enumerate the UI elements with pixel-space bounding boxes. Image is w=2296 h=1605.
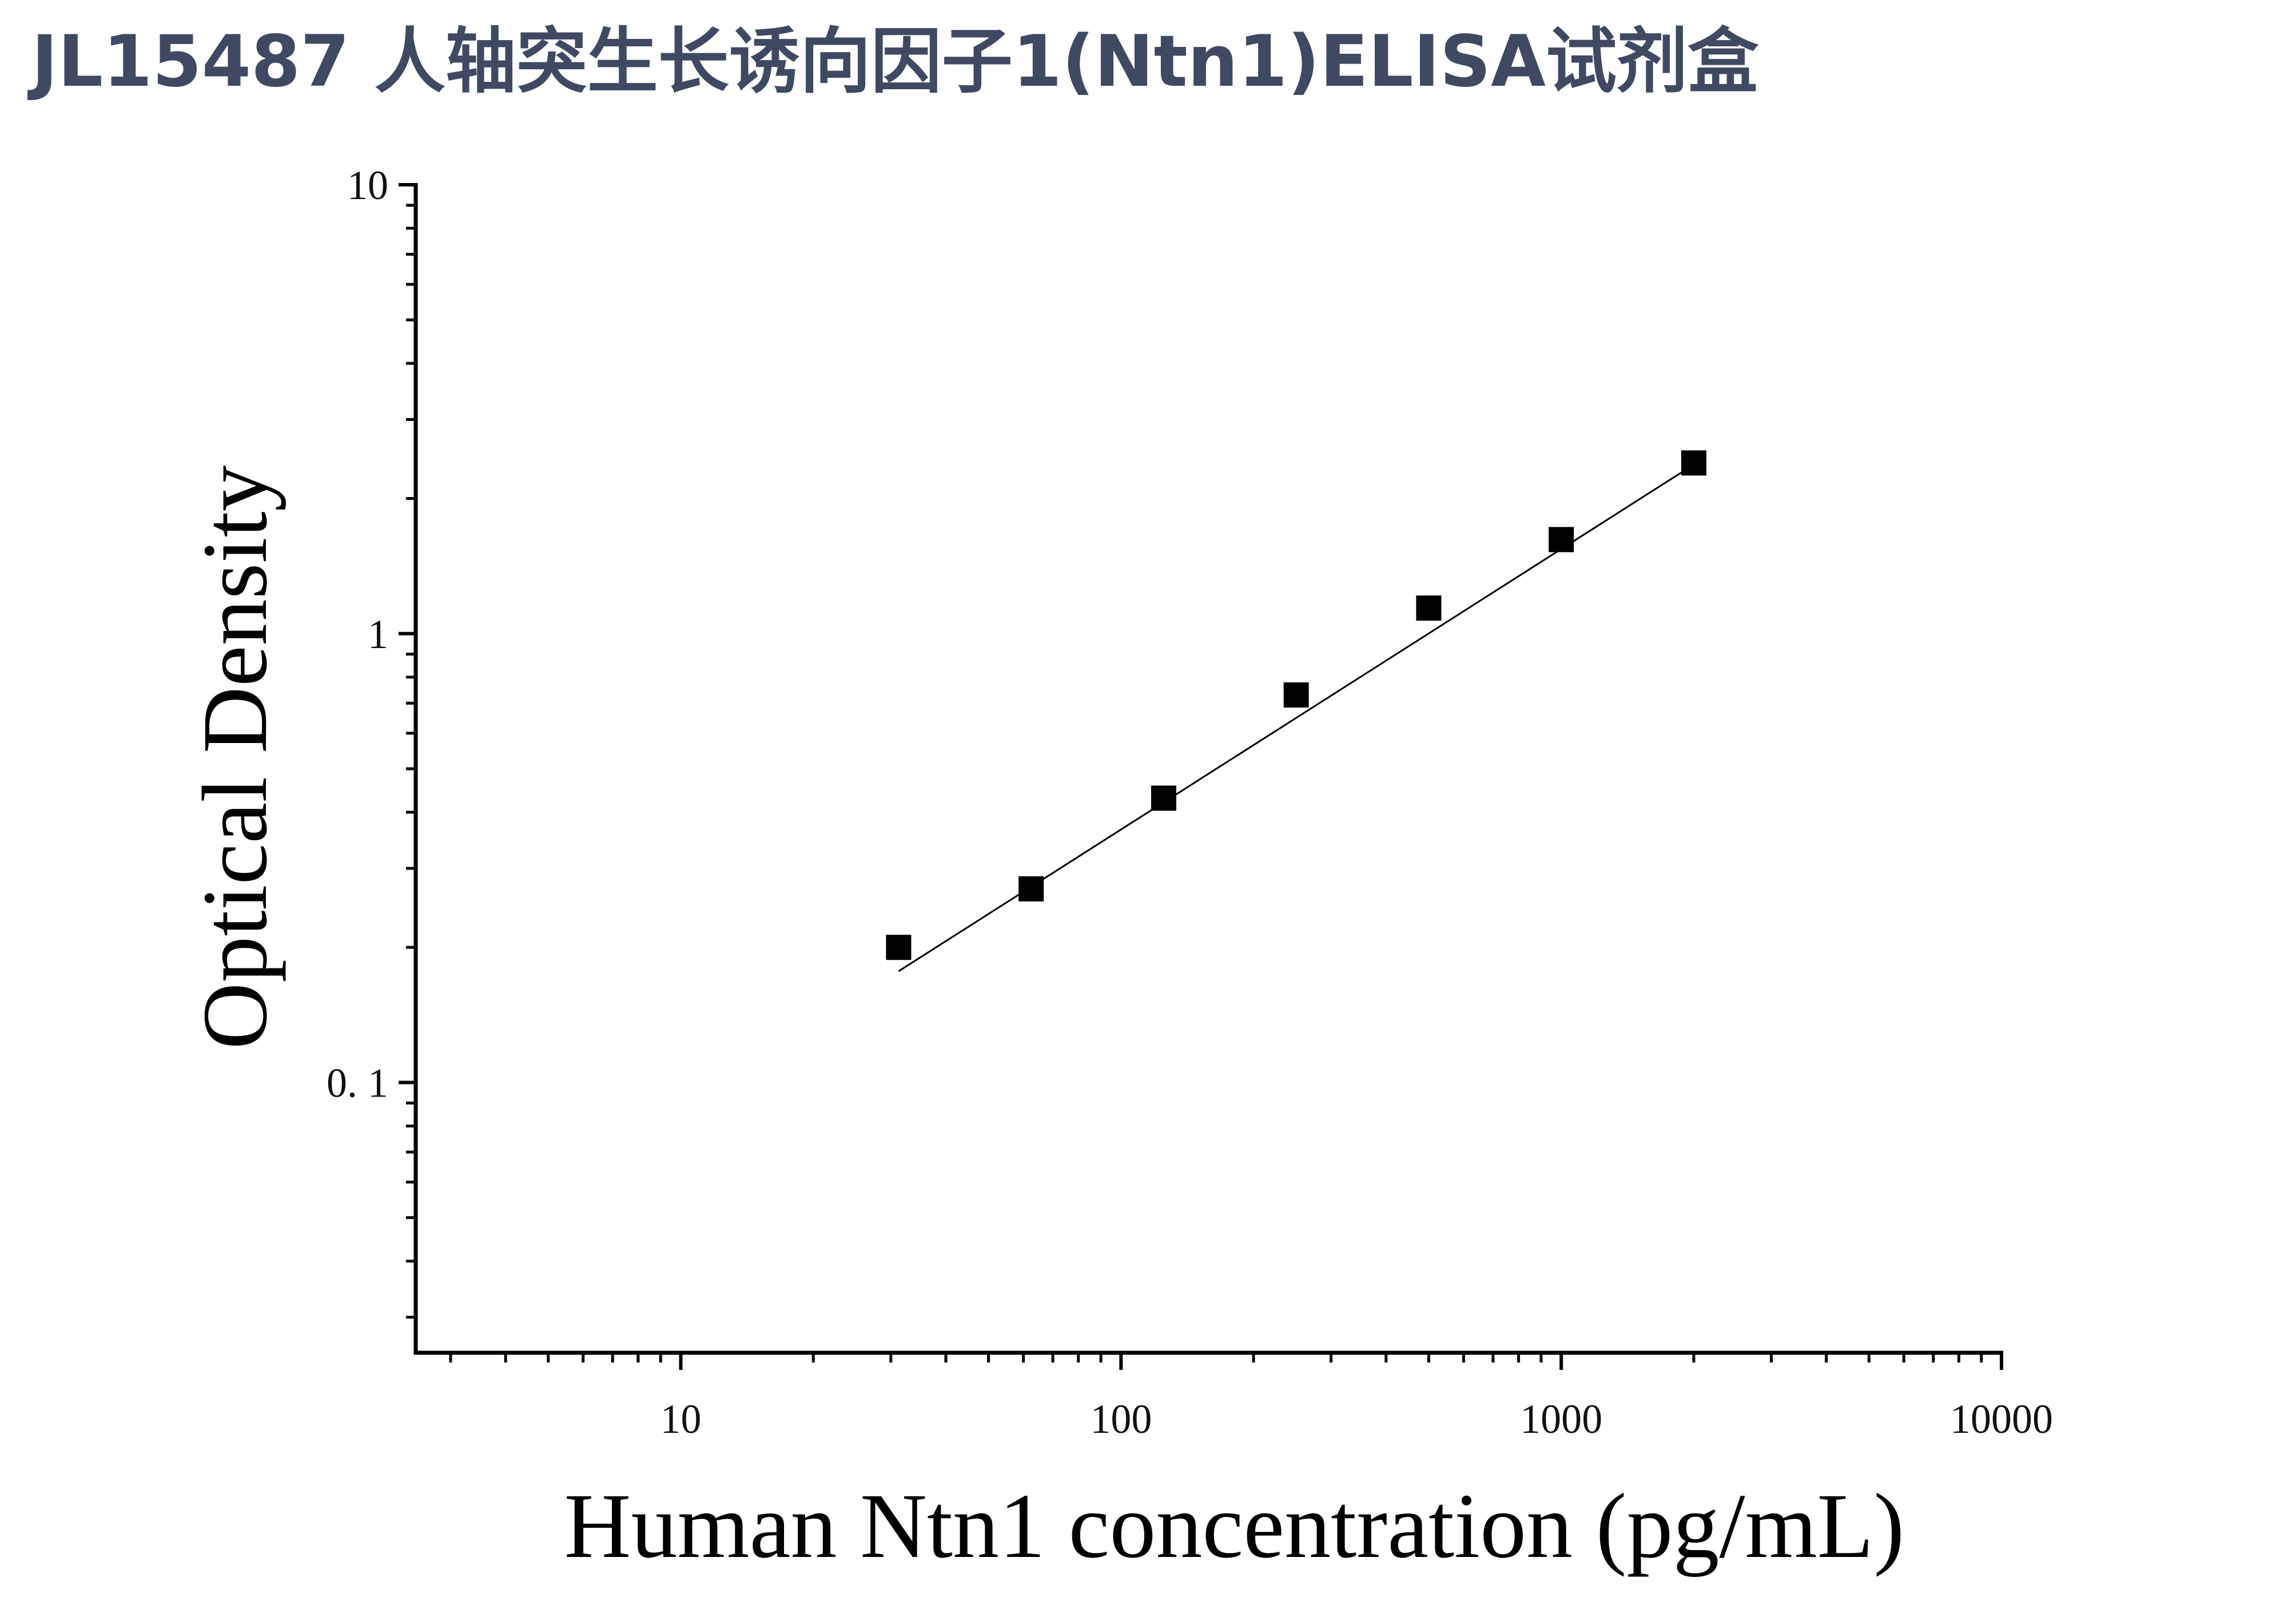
fit-line-group xyxy=(898,463,1694,972)
data-point xyxy=(1549,527,1574,553)
fit-line xyxy=(898,463,1694,972)
axes: 10 100 1000 10000 0. 1 1 10 xyxy=(327,162,2053,1442)
x-axis-title: Human Ntn1 concentration (pg/mL) xyxy=(564,1475,1905,1578)
y-tick-label: 10 xyxy=(347,162,388,208)
data-point xyxy=(1681,450,1706,476)
y-tick-label: 0. 1 xyxy=(327,1060,388,1106)
x-tick-label: 10 xyxy=(660,1396,701,1442)
y-axis-title: Optical Density xyxy=(184,465,286,1049)
y-tick-label: 1 xyxy=(368,611,388,657)
chart-title: JL15487 人轴突生长诱向因子1(Ntn1)ELISA试剂盒 xyxy=(31,21,1759,103)
data-point xyxy=(1018,876,1044,902)
x-tick-label: 100 xyxy=(1090,1396,1152,1442)
data-point xyxy=(1416,595,1442,621)
data-point xyxy=(1151,785,1176,811)
x-tick-label: 10000 xyxy=(1950,1396,2053,1442)
data-points xyxy=(886,450,1706,960)
data-point xyxy=(886,935,912,960)
data-point xyxy=(1283,682,1309,708)
x-tick-label: 1000 xyxy=(1520,1396,1602,1442)
